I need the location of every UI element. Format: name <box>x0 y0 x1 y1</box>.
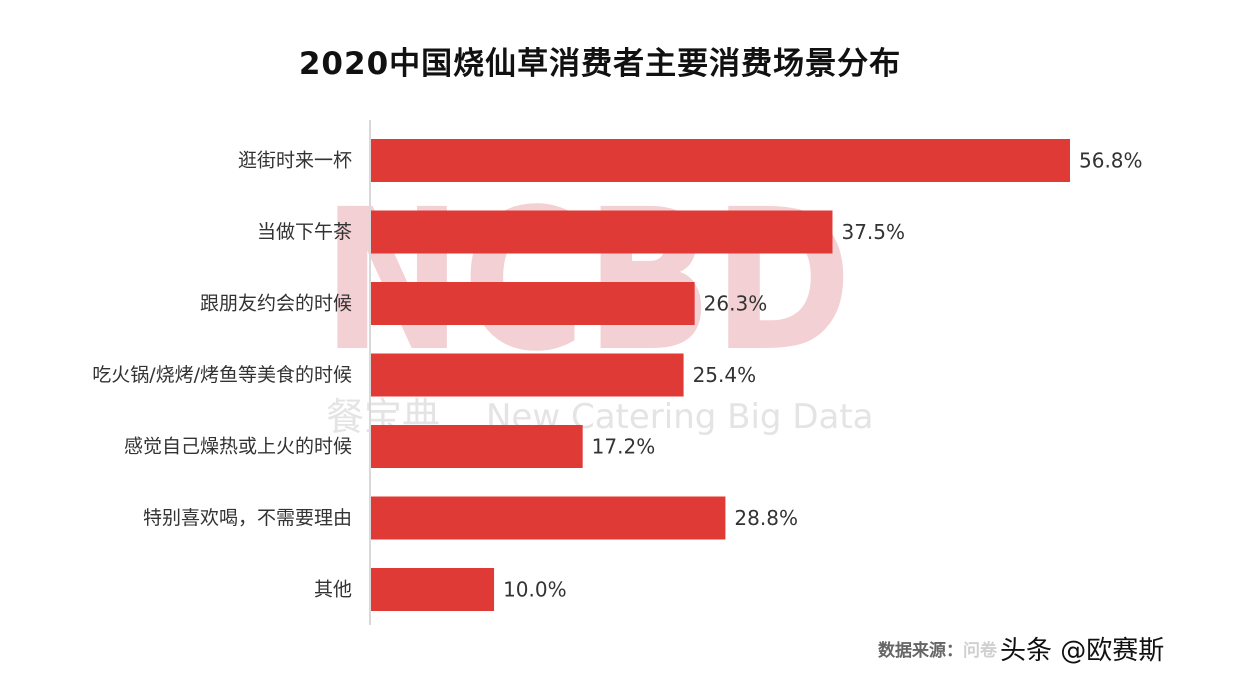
category-label: 吃火锅/烧烤/烤鱼等美食的时候 <box>92 364 352 386</box>
category-label: 逛街时来一杯 <box>238 150 352 172</box>
bar <box>371 282 695 325</box>
data-label: 37.5% <box>841 220 905 244</box>
source-label: 数据来源： <box>878 641 963 661</box>
author-credit: 头条 @欧赛斯 <box>1000 636 1165 666</box>
bar <box>371 496 726 540</box>
category-label: 其他 <box>314 579 352 601</box>
source-text: 问卷 <box>963 641 997 661</box>
data-label: 26.3% <box>704 292 768 316</box>
data-label: 25.4% <box>693 363 757 387</box>
chart-title: 2020中国烧仙草消费者主要消费场景分布 <box>298 46 902 82</box>
category-label: 跟朋友约会的时候 <box>200 293 352 315</box>
category-label: 感觉自己燥热或上火的时候 <box>124 436 352 458</box>
data-source: 数据来源：问卷 <box>878 636 997 661</box>
category-label: 当做下午茶 <box>257 221 352 243</box>
bar <box>371 425 583 468</box>
data-label: 56.8% <box>1079 149 1143 173</box>
category-label: 特别喜欢喝，不需要理由 <box>143 507 352 529</box>
data-label: 17.2% <box>592 435 656 459</box>
data-label: 28.8% <box>734 506 798 530</box>
data-label: 10.0% <box>503 578 567 602</box>
bar <box>371 568 495 611</box>
bar <box>371 353 684 397</box>
bar <box>371 210 833 254</box>
bar <box>371 139 1070 182</box>
